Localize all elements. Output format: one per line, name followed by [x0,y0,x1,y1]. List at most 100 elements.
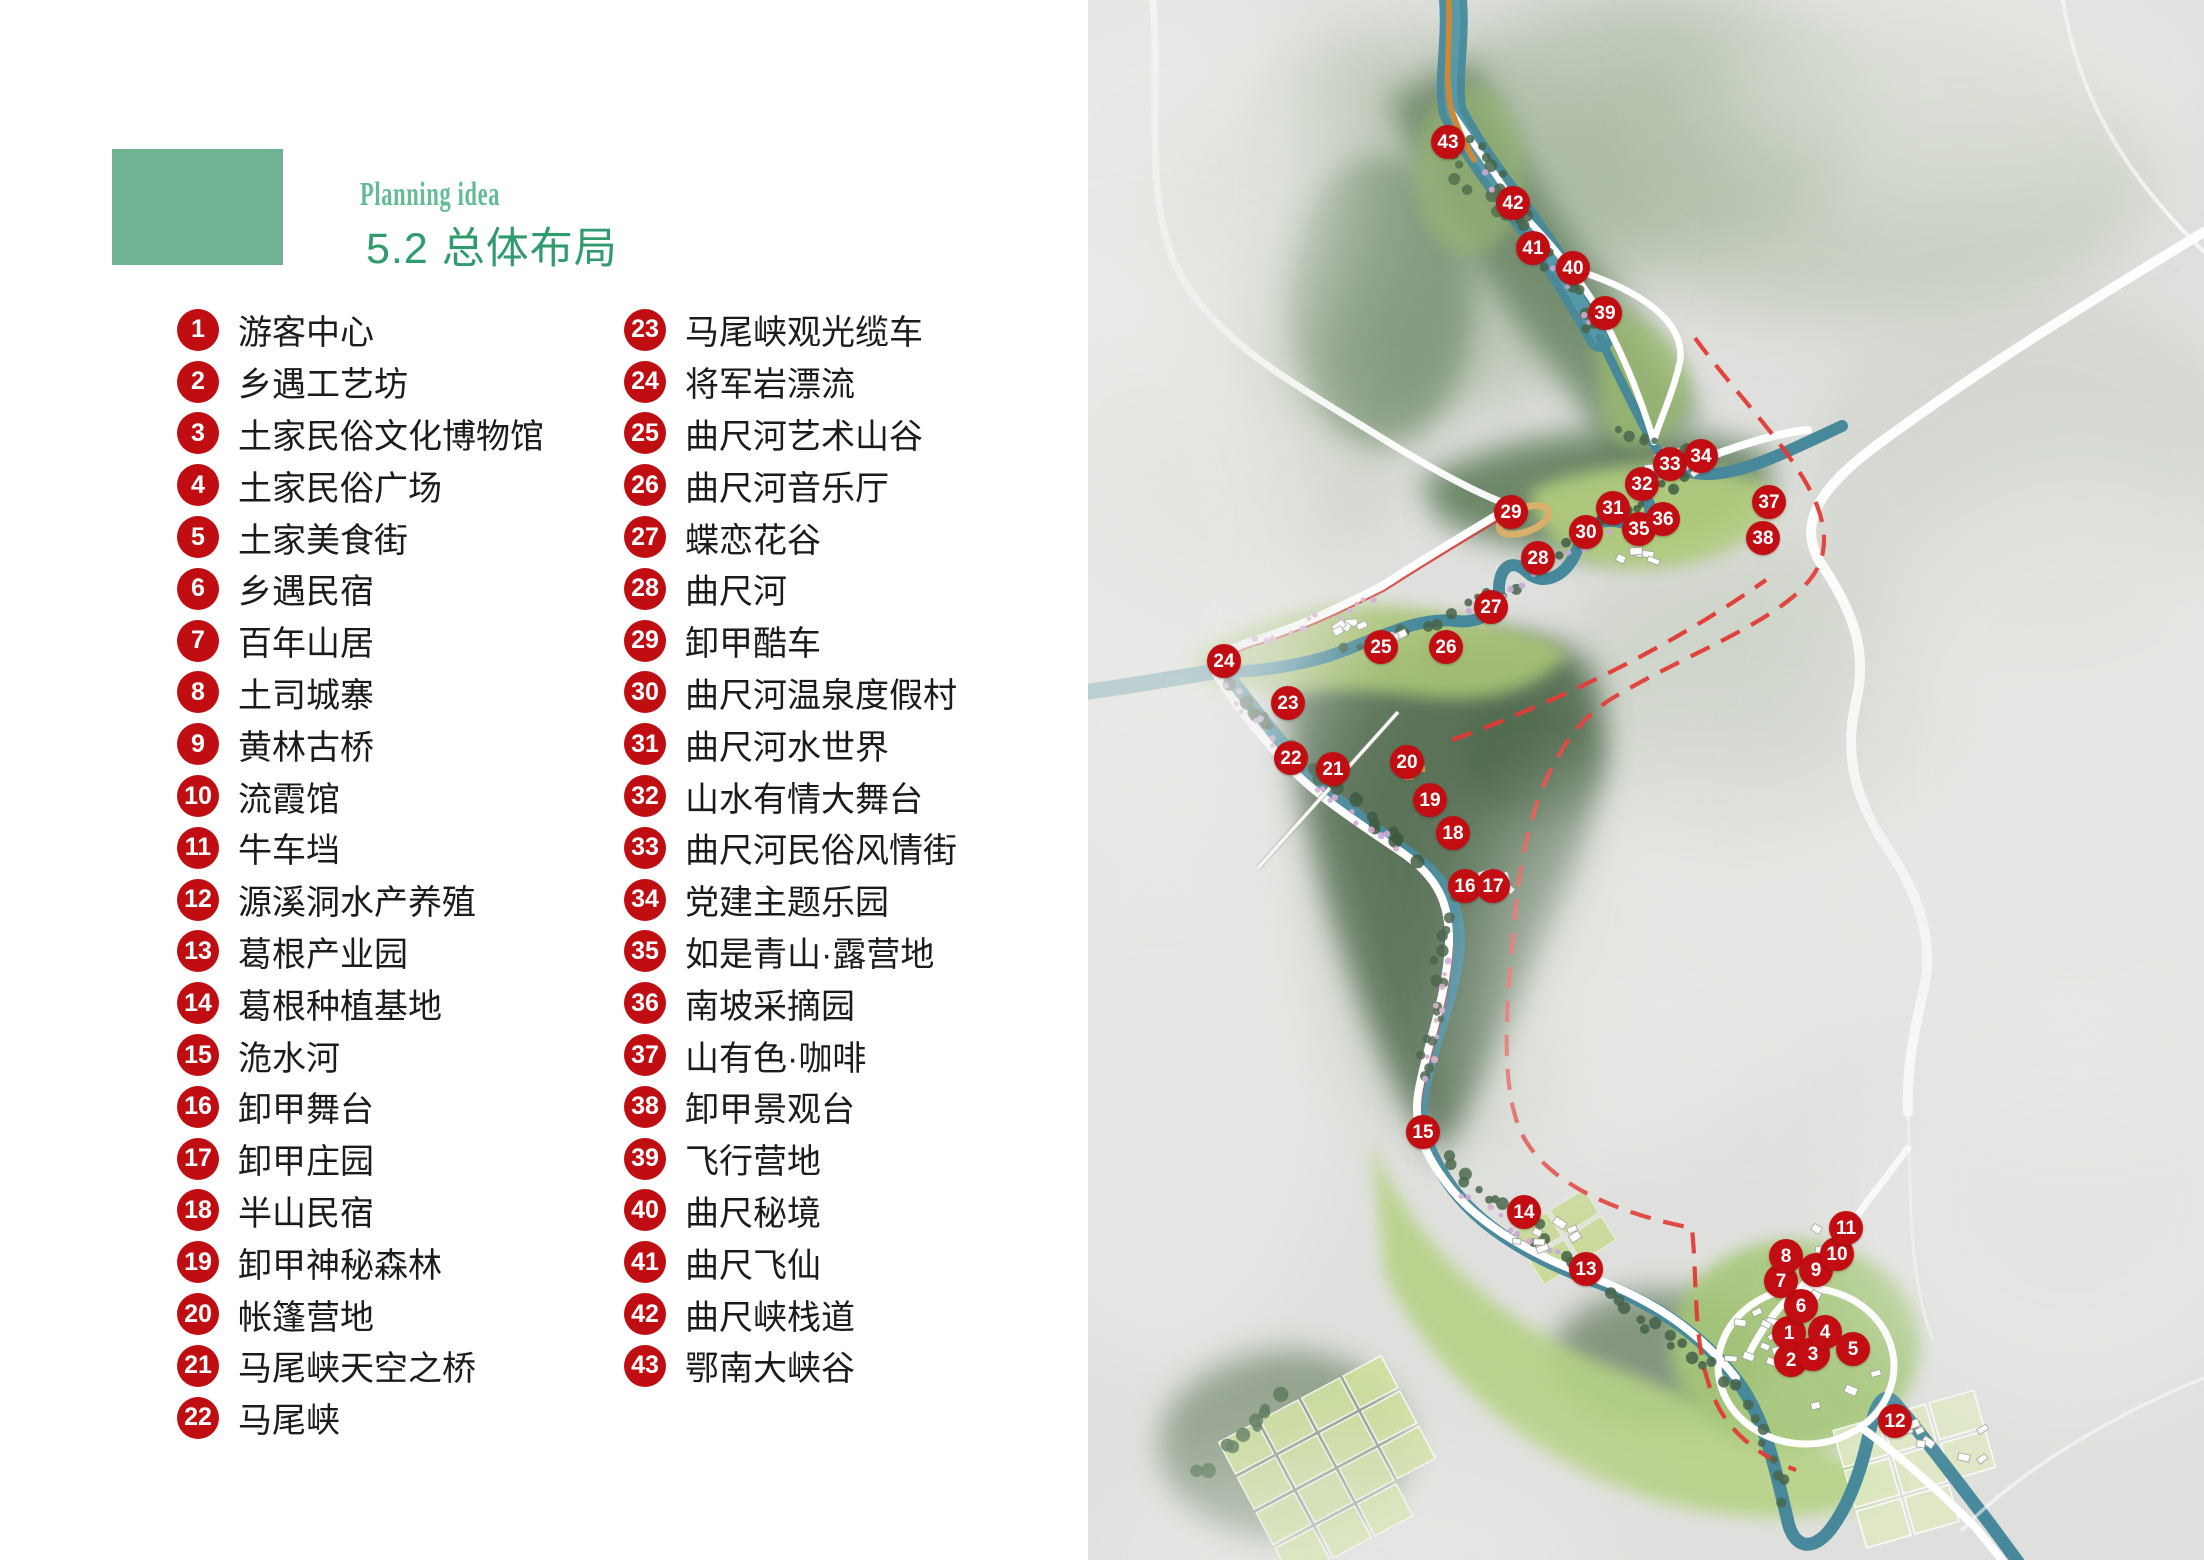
legend-item: 43 鄂南大峡谷 [624,1340,1074,1392]
legend-item-number: 5 [177,516,219,559]
legend-item: 13 葛根产业园 [177,926,607,978]
legend-item-label: 洈水河 [238,1039,340,1078]
map-marker-12[interactable]: 12 [1878,1404,1912,1438]
legend-item: 42 曲尺峡栈道 [624,1288,1074,1340]
map-marker-28[interactable]: 28 [1521,541,1555,575]
legend-item-number: 22 [177,1396,219,1439]
map-marker-8[interactable]: 8 [1769,1239,1803,1273]
legend-item-number: 19 [177,1241,219,1284]
legend-item-number: 40 [624,1189,666,1232]
legend-item-label: 卸甲景观台 [685,1091,855,1130]
legend-column-2: 23 马尾峡观光缆车 24 将军岩漂流 25 曲尺河艺术山谷 26 曲尺河音乐厅 27 蝶恋花谷 2… [624,304,1074,1392]
map-marker-30[interactable]: 30 [1569,515,1603,549]
legend-item-label: 南坡采摘园 [685,987,855,1026]
legend-item-label: 山水有情大舞台 [685,780,923,819]
legend-item-number: 43 [624,1344,666,1387]
legend-item: 10 流霞馆 [177,770,607,822]
map-marker-42[interactable]: 42 [1496,186,1530,220]
map-marker-18[interactable]: 18 [1436,816,1470,850]
map-marker-38[interactable]: 38 [1746,521,1780,555]
map-marker-37[interactable]: 37 [1752,485,1786,519]
legend-item: 37 山有色·咖啡 [624,1029,1074,1081]
map-marker-39[interactable]: 39 [1588,296,1622,330]
map-marker-26[interactable]: 26 [1429,630,1463,664]
legend-item: 27 蝶恋花谷 [624,511,1074,563]
map-marker-11[interactable]: 11 [1829,1211,1863,1245]
legend-item: 2 乡遇工艺坊 [177,356,607,408]
legend-item-number: 23 [624,308,666,351]
map-marker-41[interactable]: 41 [1516,231,1550,265]
map-marker-27[interactable]: 27 [1474,590,1508,624]
legend-column-1: 1 游客中心 2 乡遇工艺坊 3 土家民俗文化博物馆 4 土家民俗广场 5 土家美食街 6 乡遇民宿 7… [177,304,607,1444]
map-marker-23[interactable]: 23 [1271,686,1305,720]
legend-item-number: 13 [177,930,219,973]
legend-item-label: 曲尺飞仙 [685,1246,821,1285]
legend-item-number: 31 [624,723,666,766]
legend-item-number: 17 [177,1137,219,1180]
legend-item-number: 18 [177,1189,219,1232]
legend-item-number: 28 [624,567,666,610]
legend-item-label: 马尾峡天空之桥 [238,1350,476,1389]
map-marker-19[interactable]: 19 [1413,783,1447,817]
legend-item: 39 飞行营地 [624,1133,1074,1185]
map-marker-22[interactable]: 22 [1274,741,1308,775]
legend-item: 21 马尾峡天空之桥 [177,1340,607,1392]
legend-item-number: 15 [177,1034,219,1077]
legend-item: 24 将军岩漂流 [624,356,1074,408]
page-title: 5.2 总体布局 [366,225,618,273]
legend-item-label: 飞行营地 [685,1143,821,1182]
map-marker-20[interactable]: 20 [1390,745,1424,779]
legend-item-label: 卸甲舞台 [238,1091,374,1130]
legend-item: 8 土司城寨 [177,667,607,719]
sky-bridge [1255,709,1401,871]
map-marker-32[interactable]: 32 [1625,467,1659,501]
legend-item: 17 卸甲庄园 [177,1133,607,1185]
map-marker-13[interactable]: 13 [1569,1252,1603,1286]
legend-item-label: 曲尺河民俗风情街 [685,832,957,871]
map-marker-29[interactable]: 29 [1494,495,1528,529]
legend-item-number: 38 [624,1085,666,1128]
legend-item: 18 半山民宿 [177,1185,607,1237]
map-marker-24[interactable]: 24 [1207,644,1241,678]
legend-item-number: 1 [177,308,219,351]
map-marker-33[interactable]: 33 [1653,447,1687,481]
legend-item: 20 帐篷营地 [177,1288,607,1340]
legend-item: 41 曲尺飞仙 [624,1236,1074,1288]
map-marker-25[interactable]: 25 [1364,630,1398,664]
legend-item-label: 黄林古桥 [238,728,374,767]
legend-item-label: 曲尺河温泉度假村 [685,676,957,715]
legend-item-label: 鄂南大峡谷 [685,1350,855,1389]
map-marker-21[interactable]: 21 [1316,752,1350,786]
map-marker-17[interactable]: 17 [1476,869,1510,903]
legend-item-label: 马尾峡 [238,1402,340,1441]
legend-item: 7 百年山居 [177,615,607,667]
legend-item-number: 2 [177,360,219,403]
map-marker-16[interactable]: 16 [1448,869,1482,903]
map-marker-43[interactable]: 43 [1431,125,1465,159]
legend-item-number: 32 [624,775,666,818]
legend-item: 35 如是青山·露营地 [624,926,1074,978]
map-marker-5[interactable]: 5 [1836,1332,1870,1366]
legend-item-label: 山有色·咖啡 [685,1039,867,1078]
map-marker-36[interactable]: 36 [1646,502,1680,536]
legend-item-number: 10 [177,775,219,818]
map-marker-40[interactable]: 40 [1556,251,1590,285]
legend-item-label: 卸甲酷车 [685,625,821,664]
legend-item-number: 24 [624,360,666,403]
section-eyebrow: Planning idea [360,176,501,213]
legend-item-number: 21 [177,1344,219,1387]
map-marker-14[interactable]: 14 [1507,1195,1541,1229]
legend-item: 16 卸甲舞台 [177,1081,607,1133]
legend-item-label: 土司城寨 [238,676,374,715]
map-marker-15[interactable]: 15 [1406,1115,1440,1149]
legend-item-label: 卸甲庄园 [238,1143,374,1182]
legend-item: 15 洈水河 [177,1029,607,1081]
legend-item-number: 37 [624,1034,666,1077]
legend-item-number: 4 [177,464,219,507]
legend-item-number: 41 [624,1241,666,1284]
legend-item: 12 源溪洞水产养殖 [177,874,607,926]
map-marker-34[interactable]: 34 [1684,439,1718,473]
legend-item-label: 乡遇民宿 [238,573,374,612]
legend-item: 22 马尾峡 [177,1392,607,1444]
